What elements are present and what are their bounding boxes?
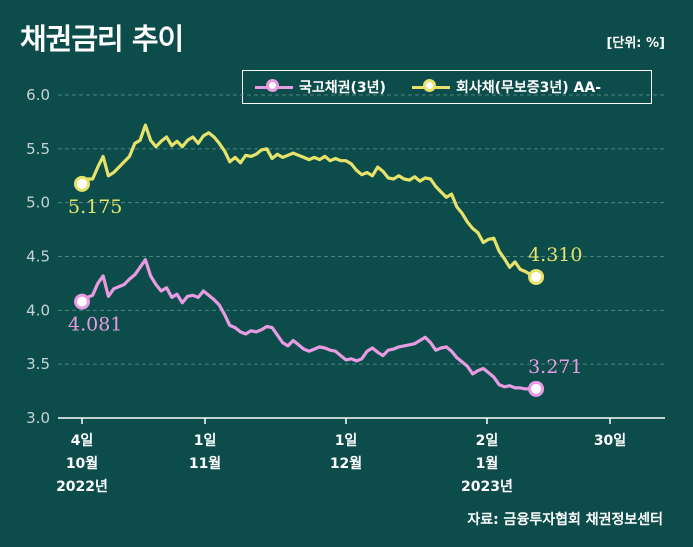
y-tick-label: 3.0	[26, 409, 50, 427]
chart-title: 채권금리 추이	[20, 22, 184, 56]
y-tick-label: 4.5	[26, 248, 50, 266]
start-value-label-treasury: 4.081	[68, 314, 122, 336]
unit-label: [단위: %]	[606, 36, 665, 51]
x-tick-label: 1월	[476, 455, 499, 472]
legend-item-corporate: 회사채(무보증3년) AA-	[411, 77, 602, 97]
legend-item-treasury: 국고채권(3년)	[255, 77, 386, 97]
y-tick-label: 4.0	[26, 301, 50, 319]
y-tick-label: 5.5	[26, 140, 50, 158]
x-tick-label: 1일	[335, 433, 358, 449]
x-tick-label: 12월	[330, 455, 362, 472]
chart-legend: 국고채권(3년) 회사채(무보증3년) AA-	[242, 70, 652, 104]
end-value-label-treasury: 3.271	[528, 356, 582, 378]
x-tick-label: 4일	[71, 433, 94, 449]
start-marker-corporate	[74, 175, 90, 192]
end-marker-treasury	[528, 380, 545, 397]
x-tick-label: 30일	[594, 433, 626, 449]
start-value-label-corporate: 5.175	[68, 196, 122, 218]
end-marker-corporate	[528, 268, 545, 285]
legend-swatch-treasury	[255, 78, 293, 92]
legend-swatch-corporate	[411, 78, 450, 92]
legend-label-treasury: 국고채권(3년)	[299, 80, 386, 96]
x-tick-label: 1일	[194, 433, 217, 449]
y-tick-label: 5.0	[26, 194, 50, 212]
end-value-label-corporate: 4.310	[528, 244, 582, 266]
y-tick-label: 6.0	[26, 86, 50, 104]
y-tick-label: 3.5	[26, 355, 50, 373]
x-tick-label: 10월	[66, 455, 98, 472]
x-tick-label: 11월	[189, 455, 221, 472]
legend-label-corporate: 회사채(무보증3년) AA-	[455, 80, 602, 96]
x-tick-label: 2023년	[461, 479, 513, 495]
x-tick-label: 2일	[476, 433, 499, 449]
x-tick-label: 2022년	[56, 479, 108, 495]
source-note: 자료: 금융투자협회 채권정보센터	[467, 512, 663, 528]
series-line-corporate	[80, 123, 538, 279]
start-marker-treasury	[74, 293, 90, 310]
series-line-treasury	[80, 258, 538, 391]
